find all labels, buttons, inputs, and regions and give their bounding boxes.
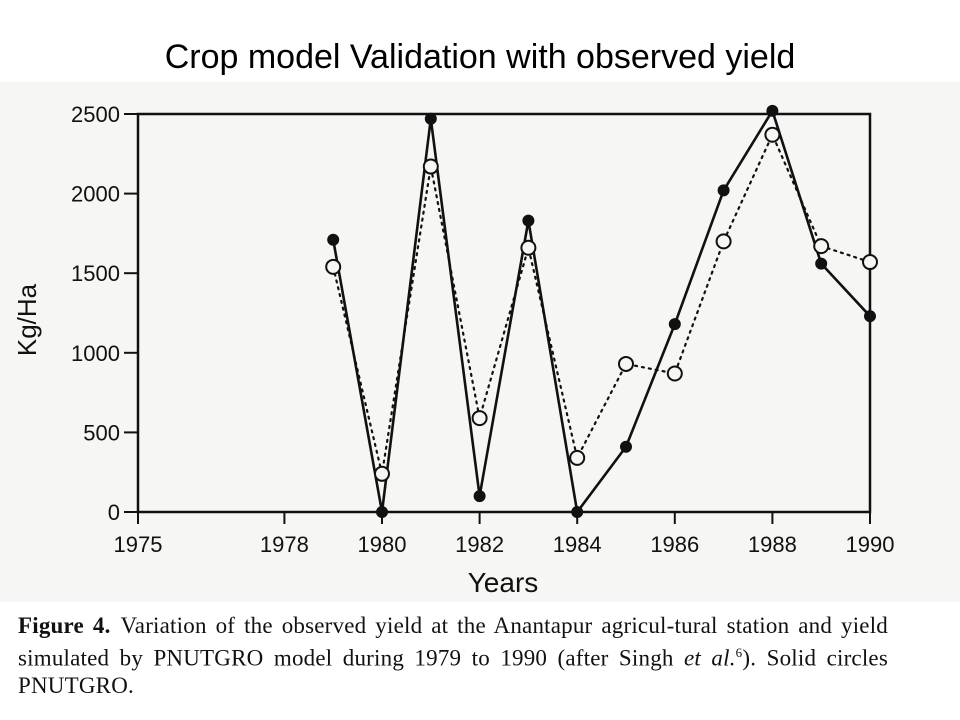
simulated-point <box>327 233 340 246</box>
x-tick-label: 1980 <box>358 532 407 557</box>
observed-point <box>764 126 781 143</box>
observed-point <box>862 254 878 271</box>
y-tick-label: 1000 <box>71 341 120 366</box>
y-tick-label: 2000 <box>71 182 120 207</box>
y-tick-label: 0 <box>108 500 120 525</box>
simulated-point <box>522 214 535 227</box>
x-tick-label: 1982 <box>455 532 504 557</box>
observed-point <box>666 365 683 382</box>
simulated-point <box>864 310 876 323</box>
simulated-point <box>717 184 730 197</box>
x-tick-label: 1984 <box>553 532 602 557</box>
series-layer <box>325 104 878 518</box>
simulated-point <box>815 257 828 270</box>
x-tick-label: 1988 <box>748 532 797 557</box>
observed-point <box>471 410 488 427</box>
simulated-point <box>620 440 632 453</box>
caption-text-2: ). Solid circles PNUTGRO. <box>18 645 888 698</box>
simulated-point <box>376 506 388 518</box>
yield-line-chart: 0 500 1000 1500 2000 2500 1975 1978 1980 1982 1984… <box>12 102 894 598</box>
observed-point <box>325 258 342 275</box>
observed-point <box>422 158 439 175</box>
observed-point <box>715 233 732 250</box>
y-tick-label: 2500 <box>71 102 120 127</box>
simulated-point <box>571 506 584 518</box>
simulated-series-line <box>331 109 871 514</box>
caption-italic: et al. <box>684 645 736 671</box>
figure-caption: Figure 4. Variation of the observed yield… <box>18 612 888 699</box>
y-axis-label: Kg/Ha <box>12 283 42 356</box>
x-tick-label: 1986 <box>650 532 699 557</box>
figure-label: Figure 4. <box>18 613 111 638</box>
y-tick-label: 500 <box>83 420 120 445</box>
observed-point <box>569 449 586 466</box>
observed-point <box>813 238 830 255</box>
simulated-point <box>668 318 681 331</box>
x-tick-label: 1975 <box>114 532 163 557</box>
observed-point <box>374 465 390 482</box>
axes-layer: 0 500 1000 1500 2000 2500 1975 1978 1980 1982 1984… <box>71 102 894 557</box>
caption-superscript: 6 <box>735 645 743 660</box>
observed-series-line <box>332 133 872 475</box>
simulated-point <box>473 490 486 503</box>
caption-text-1: Variation of the observed yield at the A… <box>18 613 888 671</box>
simulated-point <box>424 112 437 125</box>
plot-frame <box>136 112 872 514</box>
x-axis-label: Years <box>468 567 539 598</box>
observed-point <box>520 239 537 256</box>
x-tick-label: 1978 <box>260 532 309 557</box>
simulated-point <box>766 104 779 117</box>
slide-title: Crop model Validation with observed yiel… <box>164 38 796 76</box>
x-tick-label: 1990 <box>846 532 895 557</box>
y-tick-label: 1500 <box>71 261 120 286</box>
observed-point <box>618 355 634 372</box>
